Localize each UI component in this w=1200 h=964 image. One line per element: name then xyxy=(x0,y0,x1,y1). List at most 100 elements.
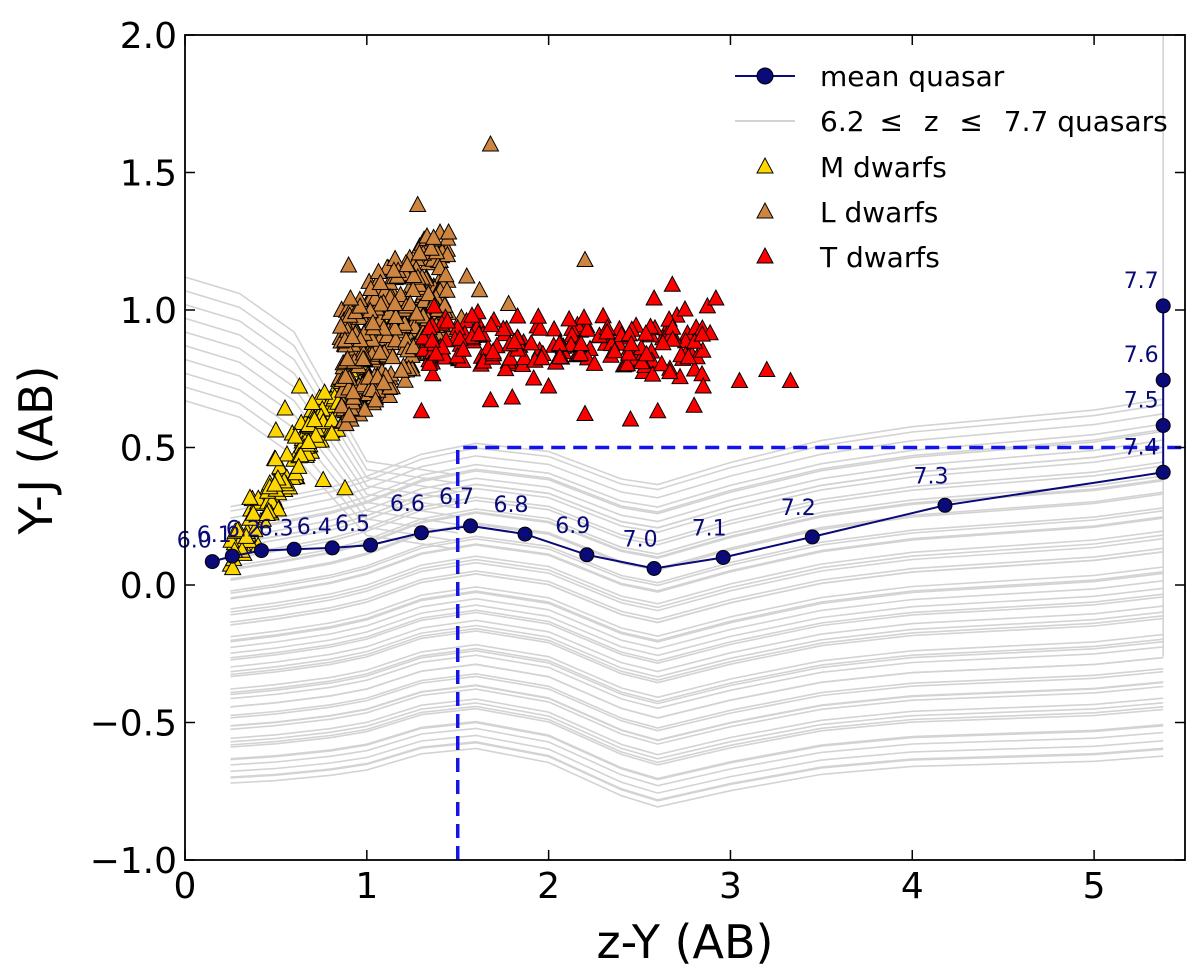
l-dwarf-point xyxy=(481,134,500,152)
mean-quasar-z-label: 6.8 xyxy=(494,493,529,518)
l-dwarf-point xyxy=(339,255,358,273)
l-dwarf-point xyxy=(383,347,402,365)
m-dwarf-point xyxy=(245,520,264,538)
quasar-track xyxy=(230,571,1164,642)
quasar-track xyxy=(230,551,1164,626)
t-dwarf-point xyxy=(643,365,662,382)
y-tick-label: −1.0 xyxy=(90,841,177,882)
mean-quasar-point xyxy=(253,543,269,559)
mean-quasar-point xyxy=(937,497,953,513)
t-dwarf-point xyxy=(503,387,522,405)
l-dwarf-point xyxy=(438,281,456,298)
quasar-track xyxy=(230,530,1164,610)
l-dwarf-point xyxy=(386,318,404,336)
t-dwarf-point xyxy=(781,371,800,388)
quasar-track xyxy=(185,303,458,493)
l-dwarf-point xyxy=(404,266,423,283)
t-dwarf-point xyxy=(693,325,712,342)
l-dwarf-point xyxy=(341,288,360,306)
mean-quasar-z-label: 6.3 xyxy=(259,516,294,541)
mean-quasar-point xyxy=(1155,298,1171,314)
t-dwarf-point xyxy=(636,324,655,341)
t-dwarf-point xyxy=(524,368,543,386)
t-dwarf-point xyxy=(532,348,551,366)
quasar-track xyxy=(185,317,458,501)
m-dwarf-point xyxy=(290,376,309,394)
t-dwarf-point xyxy=(522,333,541,351)
t-dwarf-point xyxy=(438,311,457,329)
legend-tracks-le-2: ≤ xyxy=(959,105,982,138)
l-dwarf-point xyxy=(332,396,351,414)
quasar-track xyxy=(230,656,1164,719)
t-dwarf-point xyxy=(661,362,679,380)
y-tick-label: 2.0 xyxy=(120,16,177,57)
t-dwarf-point xyxy=(621,409,640,427)
mean-quasar-point xyxy=(1155,464,1171,480)
l-dwarf-point xyxy=(439,222,458,240)
m-dwarf-point xyxy=(306,426,325,443)
t-dwarf-point xyxy=(412,401,431,419)
quasar-track xyxy=(230,507,1164,592)
mean-quasar-point xyxy=(804,529,820,545)
t-dwarf-point xyxy=(484,342,502,360)
t-dwarf-point xyxy=(693,341,712,358)
t-dwarf-point xyxy=(585,354,604,371)
quasar-track xyxy=(230,566,1164,638)
t-dwarf-point xyxy=(423,364,442,382)
quasar-track xyxy=(230,670,1164,732)
m-dwarf-point xyxy=(223,558,242,576)
m-dwarf-point xyxy=(258,504,276,521)
legend-tracks-z: z xyxy=(924,105,939,138)
t-dwarf-point xyxy=(529,307,548,324)
t-dwarf-point xyxy=(637,344,656,362)
l-dwarf-point xyxy=(404,337,423,355)
quasar-track xyxy=(230,702,1164,760)
mean-quasar-point xyxy=(463,518,478,534)
l-dwarf-point xyxy=(385,261,403,278)
t-dwarf-point xyxy=(420,318,439,336)
quasar-track xyxy=(230,611,1164,678)
quasar-track xyxy=(230,705,1164,764)
mean-quasar-point xyxy=(413,525,429,541)
t-dwarf-point xyxy=(578,320,597,337)
mean-quasar-z-label: 7.0 xyxy=(623,528,658,553)
m-dwarf-point xyxy=(315,383,334,400)
m-dwarf-point xyxy=(305,410,324,428)
m-dwarf-point xyxy=(322,424,341,441)
dwarf-scatter xyxy=(221,134,800,576)
quasar-track xyxy=(230,479,1164,571)
m-dwarf-point xyxy=(289,457,308,474)
selection-box xyxy=(455,445,1185,860)
l-dwarf-point xyxy=(392,361,411,378)
t-dwarf-point xyxy=(730,371,749,388)
l-dwarf-point xyxy=(422,239,440,256)
quasar-track xyxy=(230,423,1164,527)
legend-m-dwarf-marker xyxy=(756,156,774,174)
l-dwarf-point xyxy=(424,228,443,245)
quasar-track xyxy=(185,344,458,518)
m-dwarf-point xyxy=(228,520,247,538)
x-axis-title: z-Y (AB) xyxy=(597,915,774,964)
selection-box-line xyxy=(455,445,1185,860)
t-dwarf-point xyxy=(654,333,672,351)
mean-quasar-point xyxy=(1155,372,1171,388)
t-dwarf-point xyxy=(481,390,500,408)
legend: mean quasar 6.2 ≤ z ≤ 7.7 quasars M dwar… xyxy=(735,60,1168,274)
legend-tracks-zmin: 6.2 xyxy=(820,105,865,138)
t-dwarf-point xyxy=(645,288,663,306)
t-dwarf-point xyxy=(575,308,593,325)
l-dwarf-point xyxy=(371,343,389,360)
quasar-track xyxy=(230,475,1164,568)
quasar-track xyxy=(230,439,1164,540)
l-dwarf-point xyxy=(338,349,357,367)
legend-t-dwarf-marker xyxy=(756,246,774,264)
t-dwarf-point xyxy=(545,319,563,337)
l-dwarf-point xyxy=(401,294,420,311)
t-dwarf-point xyxy=(598,322,616,340)
t-dwarf-point xyxy=(560,309,578,327)
m-dwarf-point xyxy=(314,470,333,487)
l-dwarf-point xyxy=(396,371,414,388)
quasar-track xyxy=(230,547,1164,623)
quasar-track xyxy=(185,358,458,526)
